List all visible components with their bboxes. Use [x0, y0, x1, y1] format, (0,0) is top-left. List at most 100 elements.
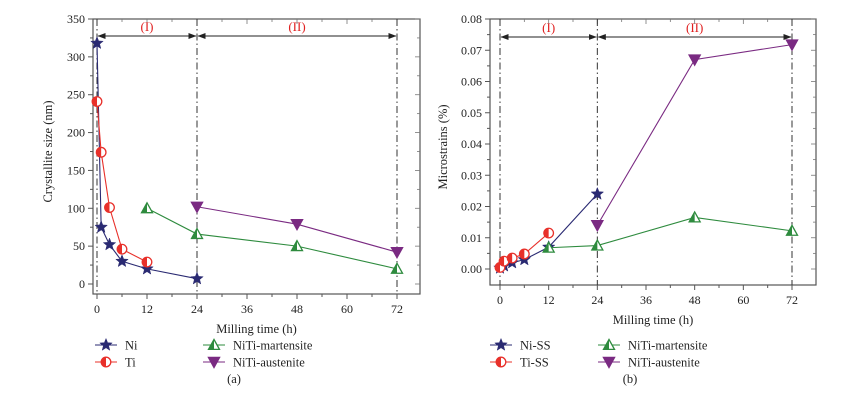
legend-marker [602, 338, 616, 351]
legend-marker [99, 337, 113, 351]
data-point-ti-ss-fill [543, 228, 549, 238]
series-line-niti-martensite [548, 216, 793, 249]
legend-label: NiTi-martensite [233, 339, 313, 353]
legend-marker [100, 356, 112, 368]
x-axis-title: Milling time (h) [216, 322, 297, 336]
region-label: (II) [288, 19, 305, 34]
y-tick-label: 200 [67, 126, 85, 140]
y-tick-label: 0.07 [461, 43, 482, 57]
data-point-ti-fill [96, 147, 102, 158]
x-tick-label: 60 [737, 293, 749, 307]
legend-item: Ti-SS [490, 356, 549, 370]
data-point-niti-martensite [785, 224, 799, 236]
panel-a: 0 12 24 36 48 60 72 0 50 100 150 200 250 300 350 Millin… [41, 12, 421, 386]
legend-item: NiTi-austenite [203, 356, 305, 370]
x-tick-label: 24 [191, 302, 203, 316]
data-point-ti [104, 202, 115, 213]
data-point-ti-fill [92, 96, 97, 107]
data-point-ti [141, 256, 153, 268]
legend-marker-fill [603, 339, 609, 350]
panel-label: (b) [623, 372, 638, 386]
data-point-ti [91, 96, 103, 107]
data-point-ti-ss [518, 248, 530, 260]
data-point-niti-martensite-fill [191, 228, 197, 239]
data-point-ti-fill [104, 202, 110, 213]
legend: Ni Ti NiTi-martensite NiTi-austenite [95, 337, 313, 370]
data-point-niti-martensite-fill [786, 225, 792, 236]
data-point-niti-austenite [687, 54, 702, 67]
data-point-niti-martensite-fill [291, 240, 297, 251]
data-point-niti-austenite [190, 201, 204, 214]
x-tick-label: 48 [689, 293, 701, 307]
data-point-ti-ss-fill [495, 262, 500, 273]
region-label: (II) [686, 20, 703, 35]
legend-label: Ti-SS [520, 356, 549, 370]
x-tick-label: 24 [591, 293, 603, 307]
legend-item: NiTi-martensite [203, 338, 313, 353]
y-tick-label: 0.06 [461, 75, 482, 89]
legend-marker-fill [208, 339, 214, 350]
data-point-niti-martensite [190, 227, 204, 240]
x-tick-label: 36 [640, 293, 652, 307]
data-point-ni [140, 261, 154, 275]
data-point-niti-martensite [590, 238, 604, 251]
legend-label: NiTi-austenite [628, 356, 700, 370]
legend-marker [207, 338, 221, 351]
data-point-niti-martensite-fill [391, 263, 397, 274]
data-point-niti-martensite [390, 262, 404, 274]
y-tick-label: 100 [67, 201, 85, 215]
plot-frame [92, 18, 421, 295]
data-point-niti-austenite [390, 246, 404, 260]
region-label: (I) [141, 19, 154, 34]
data-point-ti-ss [498, 255, 510, 267]
x-tick-label: 12 [141, 302, 153, 316]
x-tick-label: 72 [391, 302, 403, 316]
data-point-ti [116, 243, 128, 255]
x-tick-label: 60 [341, 302, 353, 316]
panel-label: (a) [227, 372, 241, 386]
data-point-niti-martensite-fill [591, 240, 598, 250]
data-point-niti-martensite-fill [543, 242, 549, 253]
data-point-niti-martensite-fill [689, 211, 695, 222]
y-tick-label: 0.08 [461, 12, 482, 26]
data-point-niti-martensite [542, 240, 556, 253]
data-point-niti-martensite-fill [141, 202, 147, 213]
panel-b: 0 12 24 36 48 60 72 0.00 0.01 0.02 0.03 0.04 0.05 0.0… [436, 12, 817, 386]
x-tick-label: 12 [543, 293, 555, 307]
data-point-ti-ss-fill [499, 256, 505, 266]
legend-marker-fill [496, 357, 501, 367]
y-tick-label: 0.05 [461, 106, 482, 120]
data-point-ni [90, 36, 104, 50]
legend-label: NiTi-martensite [628, 339, 708, 353]
x-tick-label: 36 [241, 302, 253, 316]
y-tick-label: 50 [73, 239, 85, 253]
data-point-niti-martensite [688, 210, 702, 223]
y-axis-title: Crystallite size (nm) [41, 100, 55, 202]
data-point-niti-austenite [290, 218, 304, 232]
y-tick-label: 0.01 [461, 231, 482, 245]
legend-marker [602, 356, 616, 369]
series-line-niti-martensite [146, 207, 398, 270]
series-line-ni [96, 43, 198, 280]
y-tick-label: 350 [67, 12, 85, 26]
legend-item: NiTi-martensite [598, 338, 708, 353]
data-point-ti [95, 146, 107, 158]
y-tick-label: 0.04 [461, 137, 482, 151]
data-point-ni [190, 271, 204, 285]
y-tick-label: 0 [79, 277, 85, 291]
data-point-niti-martensite [140, 201, 154, 214]
data-point-ti-fill [117, 244, 122, 254]
x-tick-label: 72 [786, 293, 798, 307]
legend-marker [207, 356, 221, 369]
legend-item: Ni-SS [490, 337, 551, 353]
legend-label: Ti [125, 356, 136, 370]
data-point-ti-ss-fill [507, 253, 513, 263]
y-tick-label: 0.03 [461, 168, 482, 182]
region-label: (I) [542, 20, 555, 35]
y-axis-title: Microstrains (%) [436, 104, 450, 189]
legend-label: NiTi-austenite [233, 356, 305, 370]
data-point-ni-ss [590, 186, 605, 200]
y-tick-label: 250 [67, 88, 85, 102]
data-point-ti-ss [506, 252, 518, 264]
